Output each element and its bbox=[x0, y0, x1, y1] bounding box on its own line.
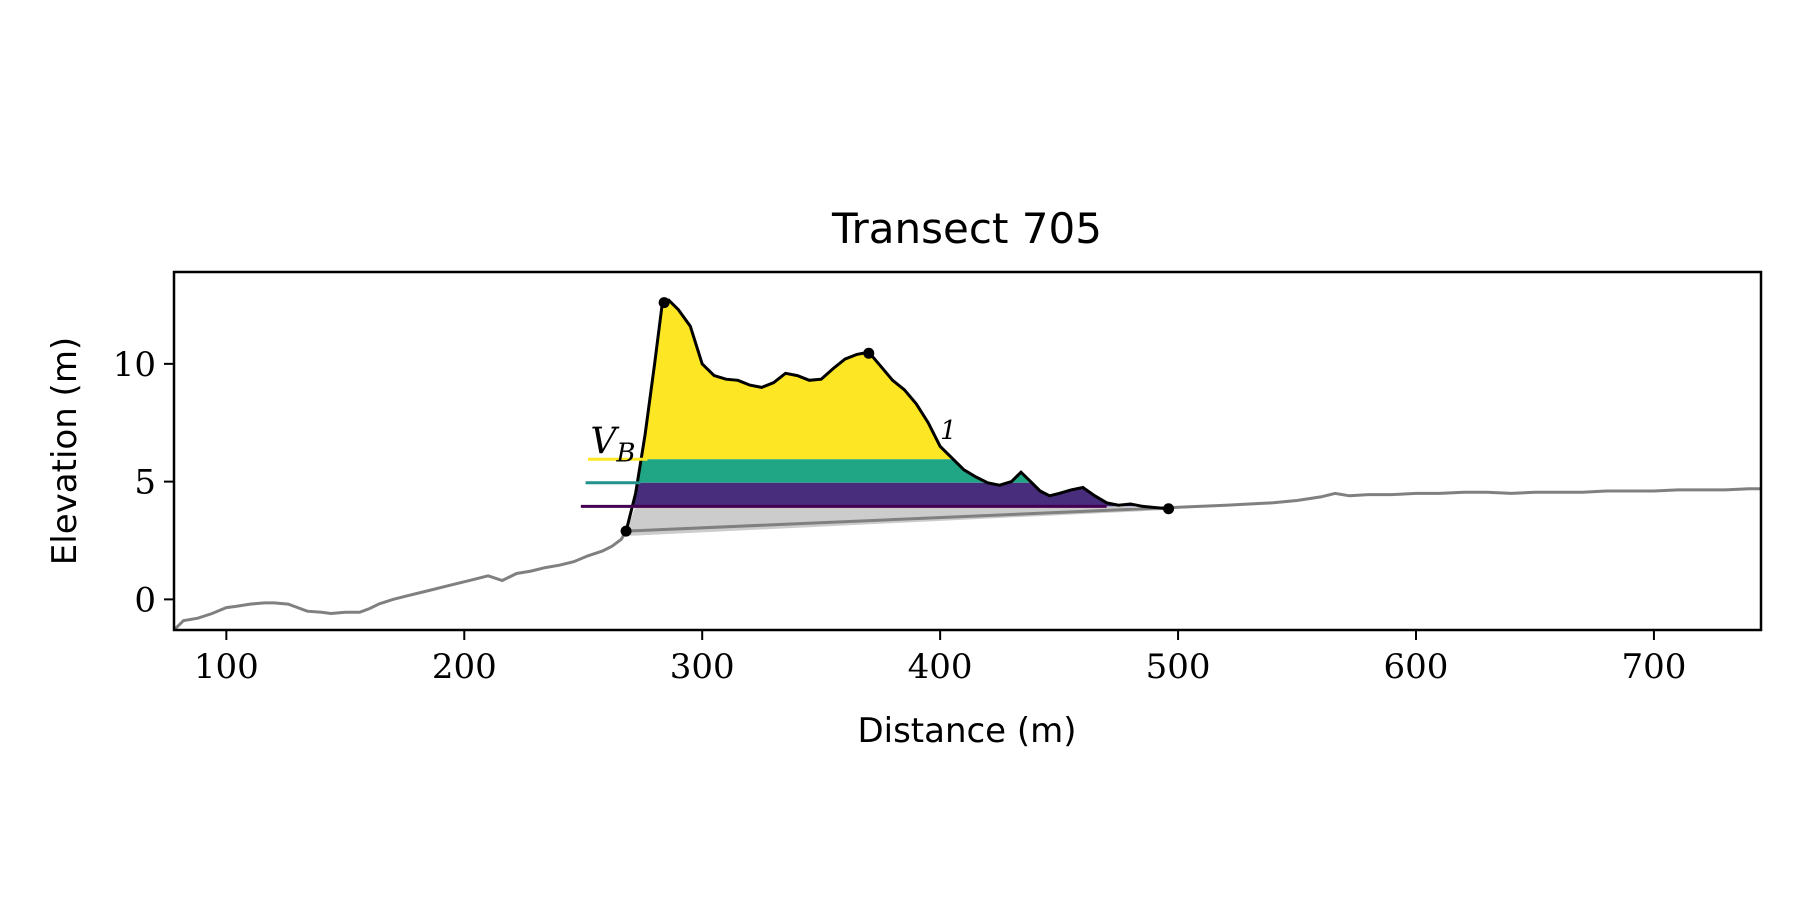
x-tick-label-300: 300 bbox=[670, 647, 735, 687]
dune-outline-line bbox=[624, 298, 1169, 532]
x-tick-label-200: 200 bbox=[432, 647, 497, 687]
x-tick-label-100: 100 bbox=[194, 647, 259, 687]
dune-marker-3 bbox=[1163, 503, 1175, 515]
annotation-1: 1 bbox=[940, 416, 957, 446]
annotation-vb: VB bbox=[590, 421, 635, 468]
x-tick-label-400: 400 bbox=[908, 647, 973, 687]
x-axis-ticks: 100 200 300 400 500 600 700 bbox=[194, 630, 1686, 687]
band-fill-top bbox=[626, 300, 1169, 460]
annotations: VB 1 bbox=[590, 416, 956, 468]
profile-line bbox=[174, 487, 1761, 630]
dune-marker-2 bbox=[863, 347, 875, 359]
x-tick-label-500: 500 bbox=[1146, 647, 1211, 687]
plot-area bbox=[174, 297, 1761, 630]
annotation-vb-sub: B bbox=[615, 438, 635, 468]
y-tick-label-5: 5 bbox=[134, 463, 156, 503]
band-level-lines bbox=[580, 457, 1107, 508]
y-axis-ticks: 0 5 10 bbox=[113, 345, 174, 620]
x-tick-label-700: 700 bbox=[1621, 647, 1686, 687]
dune-markers bbox=[620, 297, 1175, 537]
plot-frame bbox=[172, 270, 1763, 632]
y-tick-label-10: 10 bbox=[113, 345, 156, 385]
chart-title: Transect 705 bbox=[831, 204, 1102, 253]
dune-marker-1 bbox=[658, 297, 670, 309]
band-fill-low bbox=[626, 482, 1169, 507]
y-axis-label: Elevation (m) bbox=[45, 337, 85, 565]
y-tick-label-0: 0 bbox=[134, 580, 156, 620]
x-axis-label: Distance (m) bbox=[857, 711, 1076, 751]
dune-marker-0 bbox=[620, 525, 632, 537]
x-tick-label-600: 600 bbox=[1384, 647, 1449, 687]
annotation-vb-main: V bbox=[590, 421, 620, 462]
